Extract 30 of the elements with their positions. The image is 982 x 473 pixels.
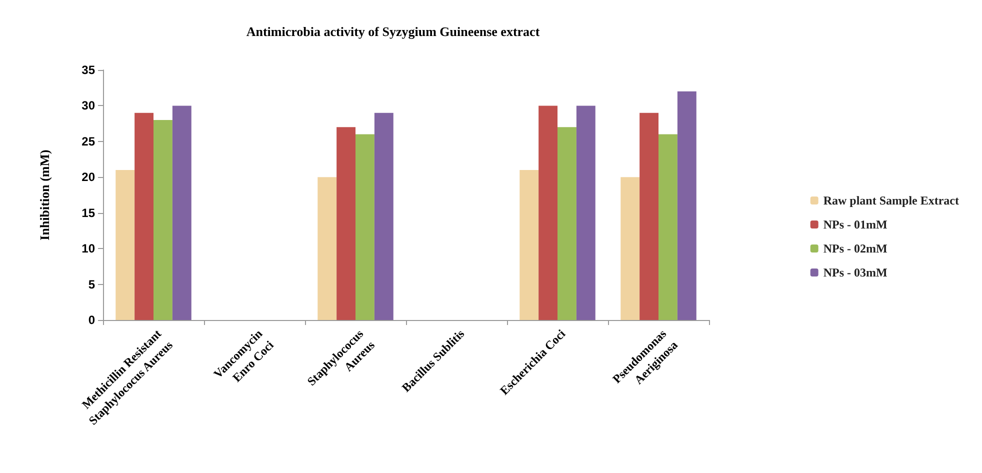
bar: [538, 106, 558, 320]
bar: [116, 170, 135, 320]
legend-label: Raw plant Sample Extract: [823, 194, 960, 208]
bar: [134, 112, 154, 320]
y-tick-label: 20: [82, 170, 96, 184]
legend-label: NPs - 03mM: [823, 266, 888, 280]
bar: [374, 112, 394, 320]
y-tick-label: 25: [82, 134, 96, 148]
legend-label: NPs - 02mM: [823, 242, 888, 256]
chart-title: Antimicrobia activity of Syzygium Guineense extract: [246, 24, 540, 39]
bar: [576, 106, 596, 320]
bar: [658, 134, 678, 320]
bar: [677, 91, 696, 320]
legend-label: NPs - 01mM: [823, 218, 888, 232]
bar: [640, 112, 658, 320]
y-tick-label: 10: [82, 242, 96, 256]
y-tick-label: 35: [82, 63, 96, 77]
bar: [154, 120, 172, 320]
y-tick-label: 15: [82, 206, 96, 220]
y-tick-label: 5: [88, 277, 96, 292]
bar: [172, 106, 192, 320]
bar: [558, 127, 576, 320]
bar: [620, 177, 640, 320]
bar: [520, 170, 539, 320]
bar: [356, 134, 374, 320]
y-tick-label: 0: [88, 313, 96, 327]
y-tick-label: 30: [82, 98, 96, 113]
y-axis-title: Inhibition (mM): [37, 150, 52, 240]
bar: [336, 127, 356, 320]
bar: [318, 177, 337, 320]
